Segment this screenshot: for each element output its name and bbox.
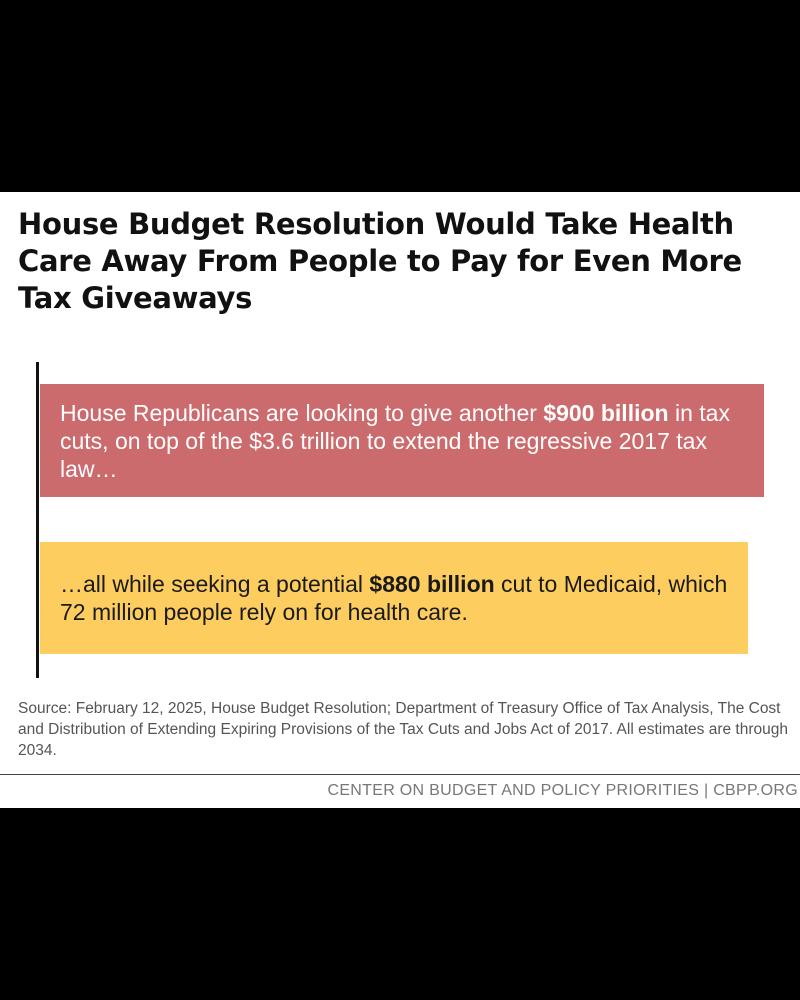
infographic-card: House Budget Resolution Would Take Healt… xyxy=(0,192,800,808)
medicaid-cuts-bar: …all while seeking a potential $880 bill… xyxy=(40,542,748,654)
tax-cuts-text-before: House Republicans are looking to give an… xyxy=(60,399,544,426)
tax-cuts-text: House Republicans are looking to give an… xyxy=(60,399,750,483)
medicaid-cuts-text-after: cut to Medicaid, which 72 million people… xyxy=(60,571,728,625)
medicaid-cuts-highlight: $880 billion xyxy=(369,571,495,597)
tax-cuts-text-after: in tax cuts, on top of the $3.6 trillion… xyxy=(60,399,730,482)
source-note: Source: February 12, 2025, House Budget … xyxy=(18,700,788,759)
page-title: House Budget Resolution Would Take Healt… xyxy=(18,207,742,315)
tax-cuts-highlight: $900 billion xyxy=(543,399,669,426)
footer-credit: CENTER ON BUDGET AND POLICY PRIORITIES |… xyxy=(327,782,798,799)
footer-divider xyxy=(0,774,800,775)
tax-cuts-bar: House Republicans are looking to give an… xyxy=(40,384,764,497)
medicaid-cuts-text: …all while seeking a potential $880 bill… xyxy=(60,570,734,626)
medicaid-cuts-text-before: …all while seeking a potential xyxy=(60,571,370,597)
vertical-divider xyxy=(36,362,39,678)
